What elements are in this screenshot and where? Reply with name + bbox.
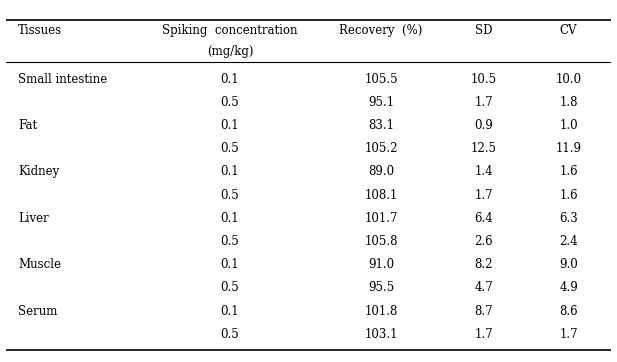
Text: 12.5: 12.5 — [471, 142, 497, 155]
Text: 4.7: 4.7 — [474, 281, 493, 294]
Text: 103.1: 103.1 — [364, 328, 398, 341]
Text: Recovery  (%): Recovery (%) — [339, 24, 423, 37]
Text: 108.1: 108.1 — [365, 189, 398, 202]
Text: 0.5: 0.5 — [220, 142, 239, 155]
Text: 10.5: 10.5 — [471, 72, 497, 85]
Text: Kidney: Kidney — [19, 165, 59, 178]
Text: 6.4: 6.4 — [474, 212, 493, 225]
Text: CV: CV — [560, 24, 578, 37]
Text: SD: SD — [475, 24, 492, 37]
Text: 0.5: 0.5 — [220, 328, 239, 341]
Text: 8.7: 8.7 — [474, 305, 493, 317]
Text: 0.1: 0.1 — [221, 305, 239, 317]
Text: 1.6: 1.6 — [559, 165, 578, 178]
Text: 10.0: 10.0 — [555, 72, 582, 85]
Text: Spiking  concentration: Spiking concentration — [162, 24, 297, 37]
Text: Liver: Liver — [19, 212, 49, 225]
Text: 0.1: 0.1 — [221, 72, 239, 85]
Text: 4.9: 4.9 — [559, 281, 578, 294]
Text: Fat: Fat — [19, 119, 38, 132]
Text: (mg/kg): (mg/kg) — [207, 45, 253, 58]
Text: 1.7: 1.7 — [474, 96, 493, 109]
Text: 11.9: 11.9 — [555, 142, 581, 155]
Text: 101.7: 101.7 — [364, 212, 398, 225]
Text: 0.1: 0.1 — [221, 165, 239, 178]
Text: 1.8: 1.8 — [559, 96, 578, 109]
Text: 6.3: 6.3 — [559, 212, 578, 225]
Text: Serum: Serum — [19, 305, 57, 317]
Text: 1.7: 1.7 — [474, 189, 493, 202]
Text: 89.0: 89.0 — [368, 165, 394, 178]
Text: 9.0: 9.0 — [559, 258, 578, 271]
Text: 1.6: 1.6 — [559, 189, 578, 202]
Text: 105.8: 105.8 — [364, 235, 398, 248]
Text: 101.8: 101.8 — [365, 305, 398, 317]
Text: Tissues: Tissues — [19, 24, 62, 37]
Text: Muscle: Muscle — [19, 258, 61, 271]
Text: 0.1: 0.1 — [221, 119, 239, 132]
Text: 0.5: 0.5 — [220, 281, 239, 294]
Text: 8.6: 8.6 — [559, 305, 578, 317]
Text: 105.2: 105.2 — [364, 142, 398, 155]
Text: 1.4: 1.4 — [474, 165, 493, 178]
Text: 0.1: 0.1 — [221, 258, 239, 271]
Text: Small intestine: Small intestine — [19, 72, 107, 85]
Text: 105.5: 105.5 — [364, 72, 398, 85]
Text: 1.7: 1.7 — [474, 328, 493, 341]
Text: 95.1: 95.1 — [368, 96, 394, 109]
Text: 0.9: 0.9 — [474, 119, 493, 132]
Text: 0.5: 0.5 — [220, 96, 239, 109]
Text: 1.7: 1.7 — [559, 328, 578, 341]
Text: 0.5: 0.5 — [220, 235, 239, 248]
Text: 83.1: 83.1 — [368, 119, 394, 132]
Text: 1.0: 1.0 — [559, 119, 578, 132]
Text: 0.5: 0.5 — [220, 189, 239, 202]
Text: 0.1: 0.1 — [221, 212, 239, 225]
Text: 2.4: 2.4 — [559, 235, 578, 248]
Text: 91.0: 91.0 — [368, 258, 394, 271]
Text: 95.5: 95.5 — [368, 281, 394, 294]
Text: 8.2: 8.2 — [474, 258, 493, 271]
Text: 2.6: 2.6 — [474, 235, 493, 248]
